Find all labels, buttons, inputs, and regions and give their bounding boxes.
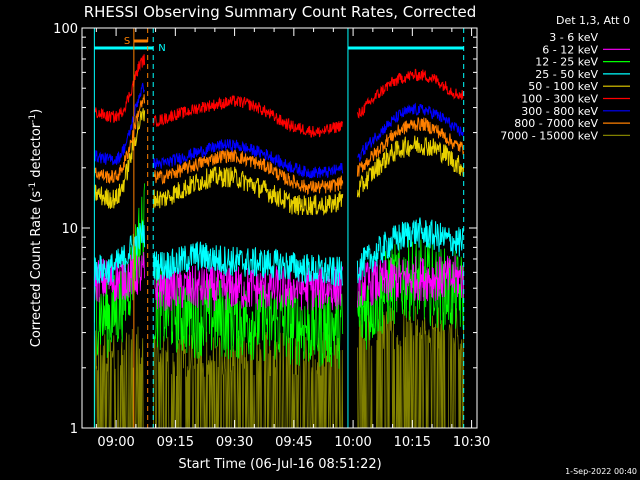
legend-label-3: 25 - 50 keV <box>535 68 598 81</box>
y-axis-label-mid: detector <box>29 122 44 182</box>
y-tick-label-0: 1 <box>70 422 78 437</box>
axes: 1 10 100 09:00 09:15 09:30 09:45 10:00 10:15 10:3… <box>53 22 490 450</box>
footer-timestamp: 1-Sep-2022 00:40 <box>565 467 637 476</box>
legend-label-5: 100 - 300 keV <box>521 93 598 106</box>
x-tick-label-6: 10:30 <box>453 435 490 450</box>
legend-header: Det 1,3, Att 0 <box>556 14 630 27</box>
legend-label-0: 3 - 6 keV <box>549 31 598 44</box>
x-tick-label-4: 10:00 <box>334 435 371 450</box>
series-line-6to12keV <box>94 251 464 312</box>
y-axis-label-sup2: -1 <box>28 114 38 123</box>
series-line-50to100keV <box>93 108 465 216</box>
series-line-800to7000keV <box>93 94 465 196</box>
y-tick-label-1: 10 <box>61 222 78 237</box>
legend-label-8: 7000 - 15000 keV <box>500 129 598 142</box>
y-axis-label: Corrected Count Rate (s-1 detector-1) <box>28 109 44 347</box>
legend-label-6: 300 - 800 keV <box>521 105 598 118</box>
x-tick-label-1: 09:15 <box>157 435 194 450</box>
legend-label-7: 800 - 7000 keV <box>514 117 598 130</box>
y-axis-label-end: ) <box>29 109 44 114</box>
chart-title: RHESSI Observing Summary Count Rates, Co… <box>84 3 477 21</box>
plot-area: SN <box>93 28 465 429</box>
legend-label-1: 6 - 12 keV <box>542 43 598 56</box>
x-tick-label-3: 09:45 <box>275 435 312 450</box>
legend-label-4: 50 - 100 keV <box>528 80 598 93</box>
x-tick-label-2: 09:30 <box>216 435 253 450</box>
y-axis-label-main: Corrected Count Rate (s <box>29 191 44 348</box>
x-axis-label: Start Time (06-Jul-16 08:51:22) <box>178 457 381 472</box>
y-tick-label-2: 100 <box>53 22 78 37</box>
night-label: N <box>158 43 165 54</box>
legend-label-2: 12 - 25 keV <box>535 56 598 69</box>
series-line-300to800keV <box>93 82 465 179</box>
x-tick-label-0: 09:00 <box>97 435 134 450</box>
series-line-100to300keV <box>93 54 465 138</box>
y-axis-label-sup1: -1 <box>28 182 38 191</box>
series-line-25to50keV <box>93 217 465 287</box>
saa-label: S <box>124 36 130 47</box>
x-tick-label-5: 10:15 <box>394 435 431 450</box>
